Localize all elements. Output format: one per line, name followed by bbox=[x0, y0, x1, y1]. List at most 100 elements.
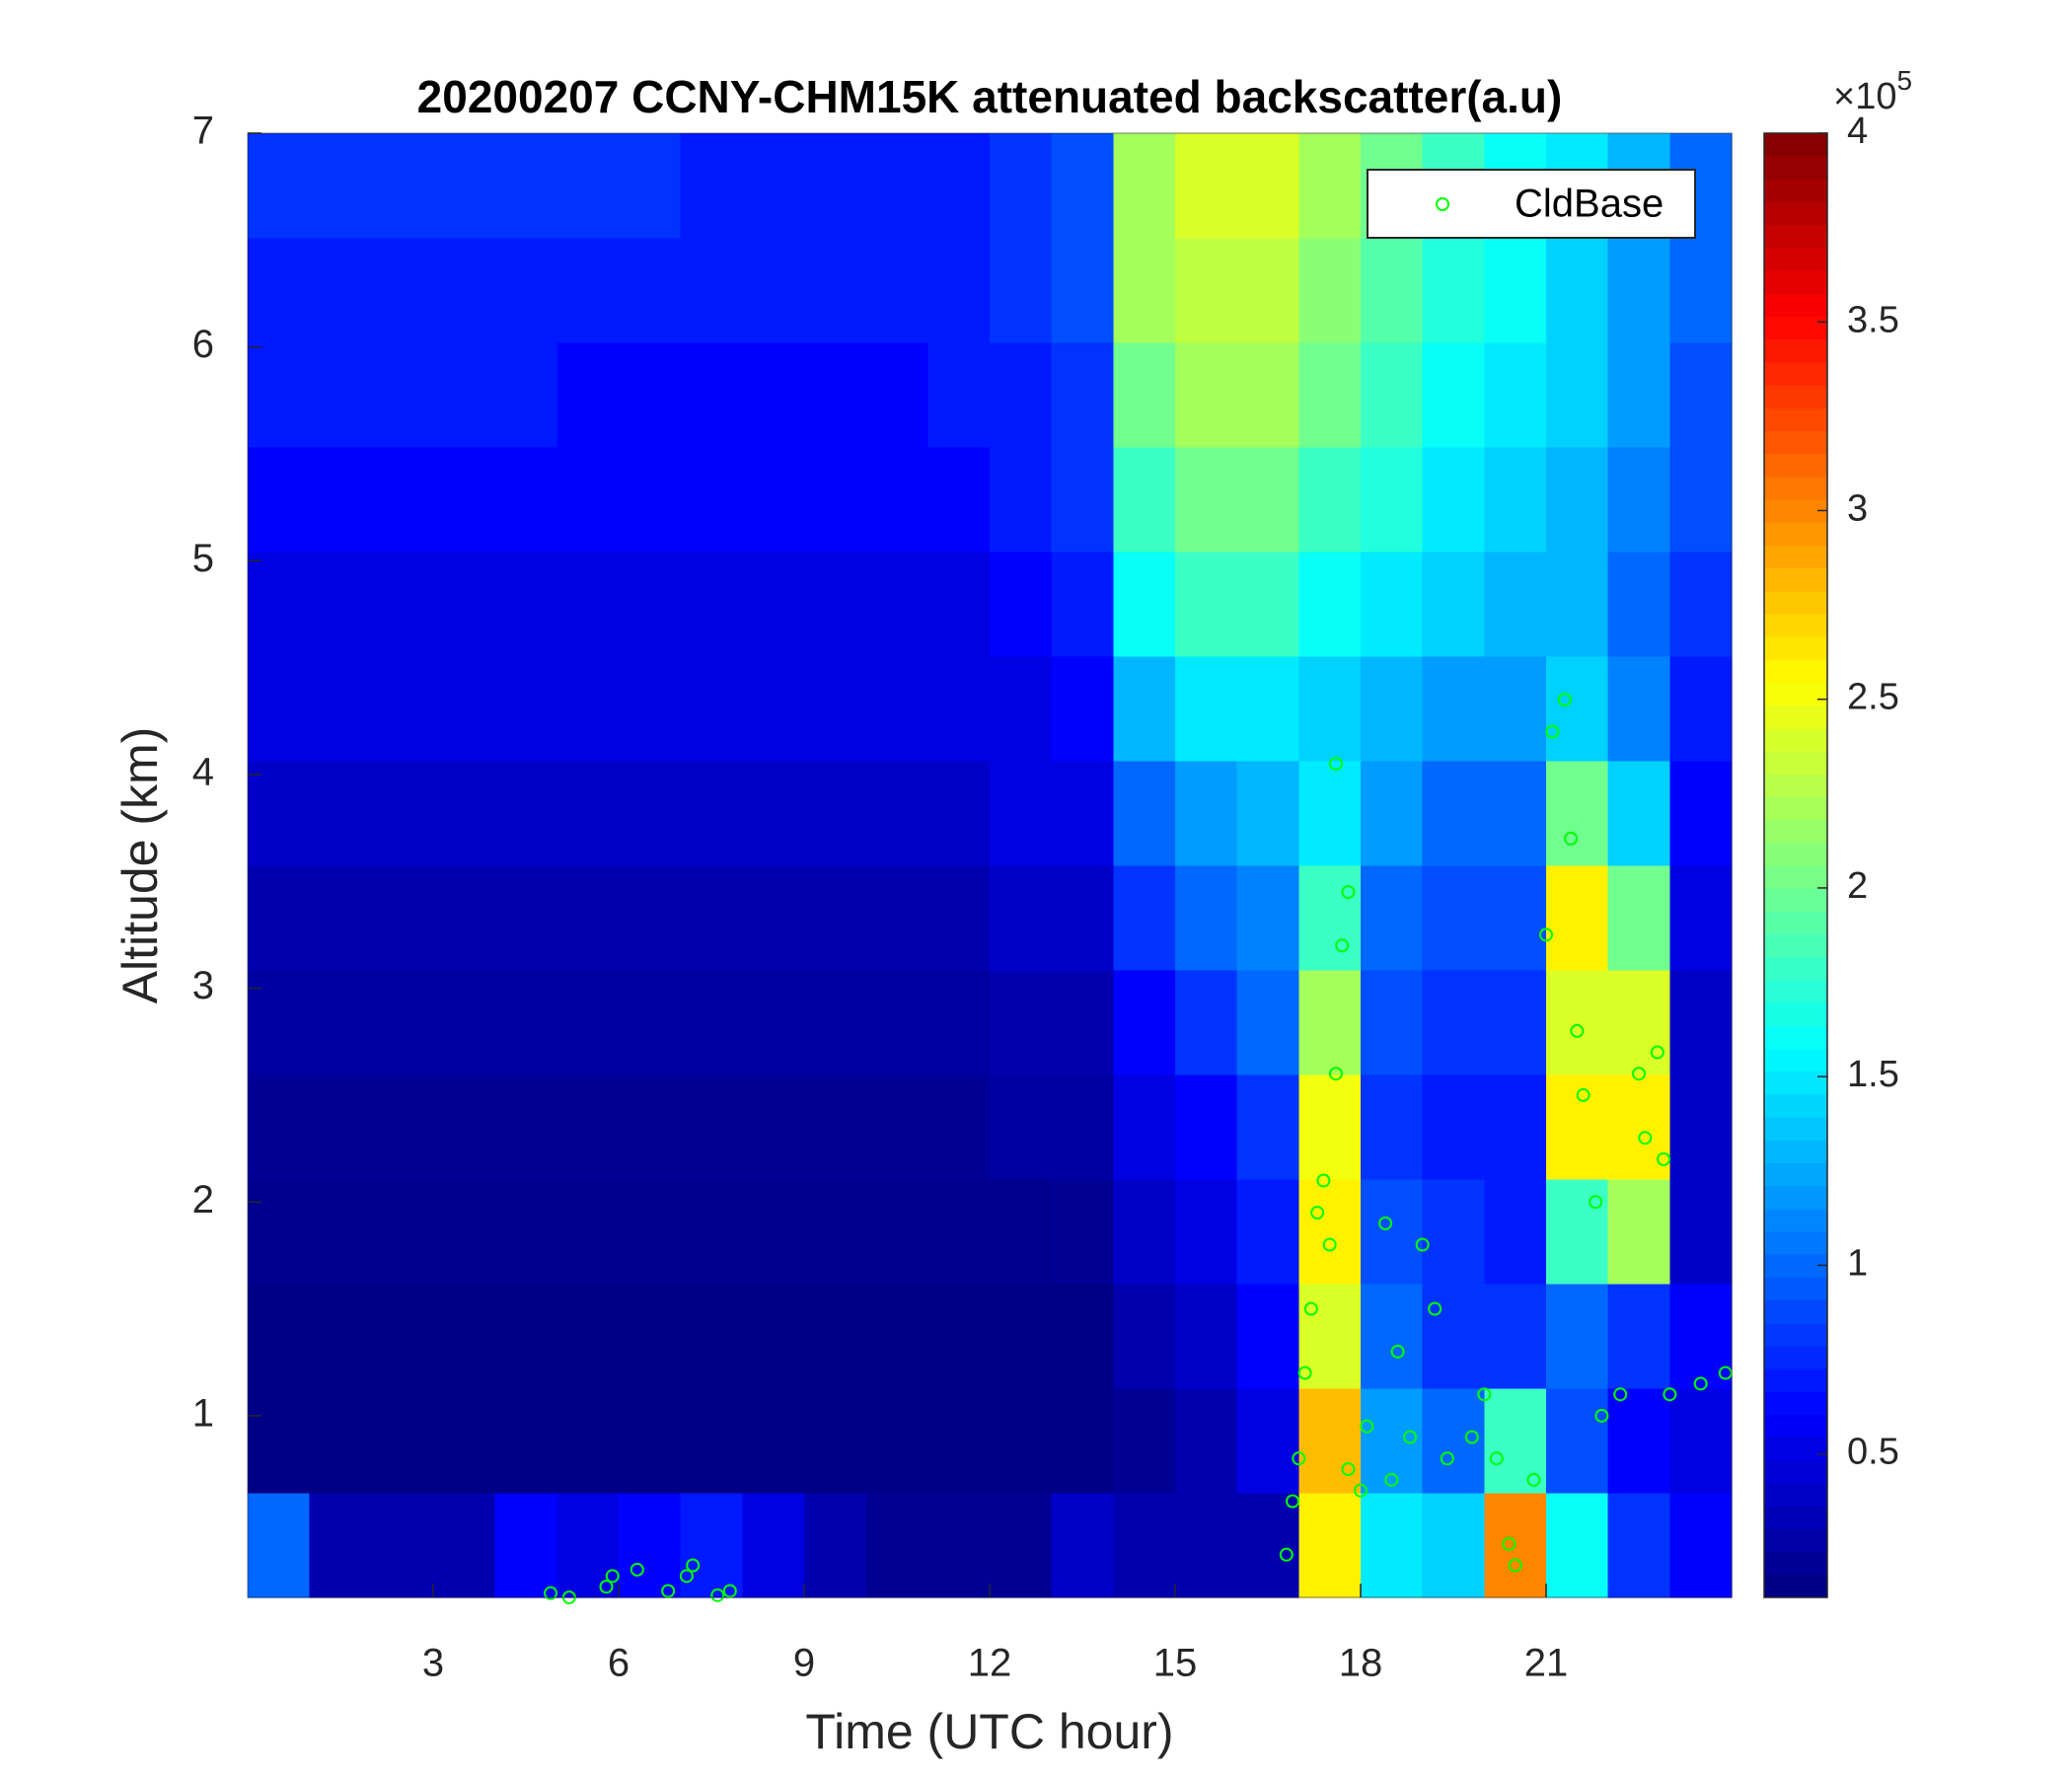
heatmap-cell bbox=[1422, 1284, 1485, 1389]
heatmap-cell bbox=[1113, 133, 1176, 239]
heatmap-cell bbox=[494, 865, 557, 971]
cloud-base-point bbox=[1390, 1344, 1405, 1359]
legend: CldBase bbox=[1367, 169, 1696, 239]
heatmap-cell bbox=[1113, 238, 1176, 343]
heatmap-cell bbox=[556, 656, 620, 762]
colorbar-tick-label: 4 bbox=[1847, 111, 1868, 152]
cloud-base-point bbox=[544, 1586, 558, 1600]
heatmap-cell bbox=[1051, 970, 1114, 1075]
colorbar-swatch bbox=[1764, 842, 1827, 866]
heatmap-cell bbox=[990, 1284, 1053, 1389]
heatmap-cell bbox=[433, 447, 496, 553]
heatmap-cell bbox=[804, 865, 867, 971]
heatmap-cell bbox=[680, 865, 743, 971]
heatmap-cell bbox=[1546, 1388, 1609, 1494]
heatmap-cell bbox=[248, 133, 311, 239]
colorbar-swatch bbox=[1764, 156, 1827, 180]
heatmap-cell bbox=[804, 342, 867, 448]
heatmap-cell bbox=[1051, 1388, 1114, 1494]
x-tick-label: 6 bbox=[608, 1642, 629, 1685]
heatmap-cell bbox=[680, 970, 743, 1075]
colorbar-tick-label: 2 bbox=[1847, 865, 1868, 907]
heatmap-cell bbox=[742, 1388, 805, 1494]
cloud-base-point bbox=[1557, 693, 1572, 707]
heatmap-cell bbox=[804, 1388, 867, 1494]
heatmap-cell bbox=[1669, 970, 1733, 1075]
heatmap-cell bbox=[1669, 1074, 1733, 1180]
heatmap-cell bbox=[1607, 1493, 1670, 1598]
colorbar-swatch bbox=[1764, 727, 1827, 752]
heatmap-cell bbox=[990, 1388, 1053, 1494]
heatmap-cell bbox=[1298, 1284, 1362, 1389]
heatmap-cell bbox=[927, 865, 991, 971]
cloud-base-point bbox=[1378, 1216, 1393, 1230]
legend-box bbox=[1367, 169, 1696, 239]
heatmap-cell bbox=[742, 865, 805, 971]
heatmap-cell bbox=[742, 552, 805, 657]
heatmap-cell bbox=[433, 1074, 496, 1180]
heatmap-cell bbox=[309, 1179, 372, 1285]
colorbar-swatch bbox=[1764, 774, 1827, 797]
colorbar-swatch bbox=[1764, 1002, 1827, 1026]
heatmap-cell bbox=[371, 552, 434, 657]
colorbar-swatch bbox=[1764, 476, 1827, 500]
heatmap-cell bbox=[1051, 865, 1114, 971]
heatmap-cell bbox=[1484, 1074, 1547, 1180]
heatmap-cell bbox=[494, 1284, 557, 1389]
heatmap-cell bbox=[990, 1179, 1053, 1285]
heatmap-cell bbox=[1361, 656, 1424, 762]
colorbar-swatch bbox=[1764, 1414, 1827, 1439]
heatmap-cell bbox=[742, 970, 805, 1075]
heatmap-cell bbox=[742, 238, 805, 343]
cloud-base-point bbox=[1403, 1430, 1418, 1444]
heatmap-cell bbox=[556, 447, 620, 553]
heatmap-cell bbox=[556, 761, 620, 866]
legend-marker bbox=[1436, 197, 1449, 211]
colorbar-tick-label: 2.5 bbox=[1847, 677, 1899, 718]
heatmap-cell bbox=[680, 238, 743, 343]
cloud-base-point bbox=[1589, 1195, 1603, 1210]
heatmap-cell bbox=[556, 133, 620, 239]
heatmap-cell bbox=[1051, 552, 1114, 657]
heatmap-cell bbox=[1361, 761, 1424, 866]
heatmap-cell bbox=[619, 1074, 682, 1180]
heatmap-cell bbox=[804, 552, 867, 657]
heatmap-cell bbox=[1236, 1493, 1299, 1598]
heatmap-cell bbox=[1669, 761, 1733, 866]
heatmap-cell bbox=[865, 1388, 928, 1494]
colorbar-swatch bbox=[1764, 1574, 1827, 1598]
colorbar-swatch bbox=[1764, 1254, 1827, 1278]
heatmap-cell bbox=[680, 552, 743, 657]
colorbar-swatch bbox=[1764, 1185, 1827, 1210]
heatmap-cell bbox=[494, 1388, 557, 1494]
heatmap-cell bbox=[1175, 238, 1238, 343]
heatmap-cell bbox=[1546, 1284, 1609, 1389]
colorbar-swatch bbox=[1764, 224, 1827, 249]
heatmap-cell bbox=[1298, 1388, 1362, 1494]
heatmap-cell bbox=[1546, 1179, 1609, 1285]
cloud-base-point bbox=[686, 1558, 701, 1573]
heatmap-cell bbox=[248, 1388, 311, 1494]
cloud-base-point bbox=[722, 1584, 737, 1598]
heatmap-cell bbox=[371, 761, 434, 866]
x-tick-label: 18 bbox=[1339, 1642, 1383, 1685]
heatmap-cell bbox=[1607, 447, 1670, 553]
heatmap-cell bbox=[248, 1074, 311, 1180]
heatmap-cell bbox=[619, 238, 682, 343]
heatmap-cell bbox=[1113, 1493, 1176, 1598]
heatmap-cell bbox=[742, 447, 805, 553]
heatmap-cell bbox=[990, 656, 1053, 762]
heatmap-cell bbox=[927, 1074, 991, 1180]
heatmap-cell bbox=[1546, 1074, 1609, 1180]
heatmap-cell bbox=[680, 1284, 743, 1389]
heatmap-cell bbox=[1607, 865, 1670, 971]
heatmap-cell bbox=[1484, 1284, 1547, 1389]
heatmap-cell bbox=[1113, 552, 1176, 657]
cloud-base-point bbox=[1297, 1366, 1312, 1380]
heatmap-cell bbox=[990, 970, 1053, 1075]
colorbar-swatch bbox=[1764, 590, 1827, 615]
heatmap-cell bbox=[433, 342, 496, 448]
colorbar-swatch bbox=[1764, 453, 1827, 478]
cloud-base-point bbox=[1341, 885, 1356, 900]
heatmap-cell bbox=[433, 1388, 496, 1494]
